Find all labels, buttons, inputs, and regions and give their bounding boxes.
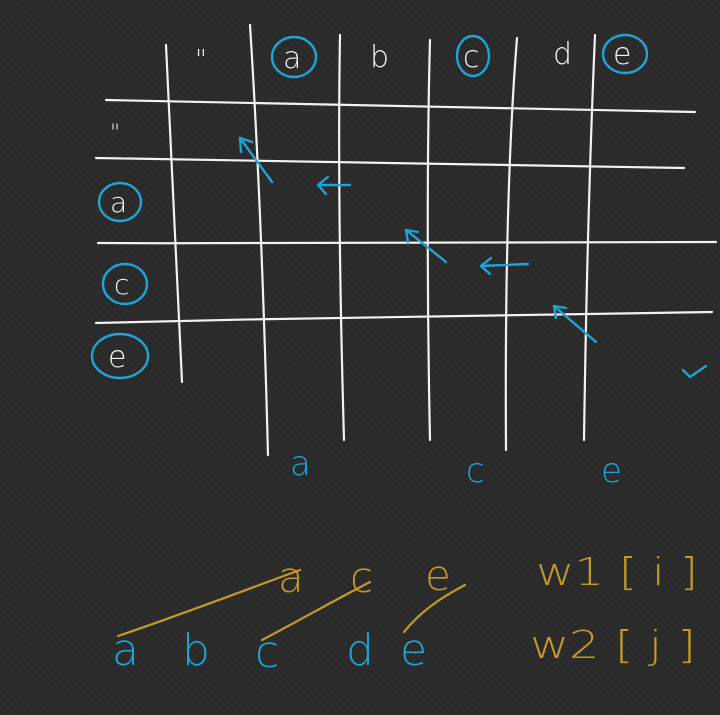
word2-letter-d: d (346, 625, 374, 676)
match-line-a (116, 568, 302, 638)
grid-vline-3 (338, 33, 346, 442)
grid-vline-6 (582, 33, 597, 442)
row-headers: " a c e (90, 121, 150, 380)
match-line-c (260, 580, 372, 642)
match-line-e (402, 583, 467, 634)
row-header-c-circle (101, 262, 149, 306)
diagonal-arrow-3 (552, 304, 598, 344)
w1-index-label: w1 [ i ] (536, 550, 698, 594)
col-header-d: d (553, 37, 572, 72)
word1-letter-e: e (425, 551, 451, 600)
word2-letter-e: e (400, 625, 427, 676)
col-header-c: c (463, 40, 480, 75)
row-header-e-circle (90, 332, 150, 380)
corner-quote-col: " (195, 45, 207, 75)
word2-letter-c: c (255, 627, 279, 678)
col-header-a-circle (270, 35, 318, 79)
diagonal-arrow-1 (238, 136, 274, 184)
col-header-e: e (613, 37, 631, 72)
grid-hline-3 (96, 240, 718, 245)
result-letters: a c e (290, 444, 622, 491)
check-mark (681, 364, 708, 379)
result-letter-e: e (601, 451, 622, 491)
col-header-c-circle (455, 34, 491, 78)
dp-arrows (238, 136, 708, 379)
result-letter-a: a (290, 444, 311, 484)
grid-vline-1 (164, 43, 184, 384)
word1-letter-c: c (350, 553, 373, 602)
w2-index-label: w2 [ j ] (530, 623, 696, 667)
left-arrow-1 (316, 175, 352, 196)
row-header-c: c (114, 268, 129, 301)
result-letter-c: c (466, 451, 485, 491)
grid-vline-5 (504, 36, 519, 452)
col-header-e-circle (601, 33, 649, 75)
grid-hline-4 (94, 310, 714, 325)
row-header-quote: " (110, 121, 120, 146)
row-header-a: a (110, 186, 127, 219)
word-comparison: a c e a b c d e w1 [ i ] w2 [ j ] (112, 550, 698, 678)
grid-vline-2 (248, 23, 270, 457)
col-header-b: b (370, 40, 389, 75)
left-arrow-2 (479, 256, 530, 276)
dp-grid (94, 23, 718, 457)
column-headers: " a b c d e (195, 33, 649, 79)
row-header-a-circle (97, 181, 143, 223)
diagonal-arrow-2 (404, 228, 448, 264)
word2-letter-b: b (182, 625, 210, 676)
row-header-e: e (108, 340, 126, 375)
grid-hline-1 (104, 98, 697, 114)
grid-hline-2 (94, 156, 686, 170)
grid-vline-4 (426, 38, 432, 442)
col-header-a: a (283, 41, 301, 76)
